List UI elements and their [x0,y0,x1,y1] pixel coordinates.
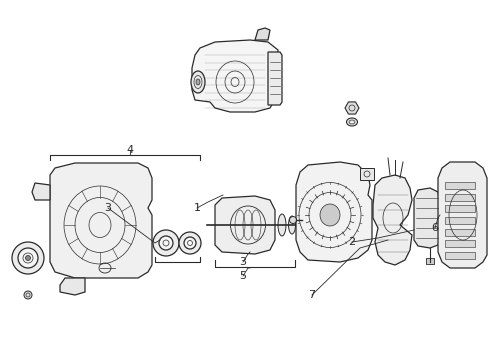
Bar [360,168,374,180]
Polygon shape [296,162,372,262]
Polygon shape [215,196,275,254]
Ellipse shape [25,256,30,261]
Bar [445,194,475,201]
Polygon shape [192,40,278,112]
Ellipse shape [191,71,205,93]
Text: 3: 3 [240,257,246,267]
Polygon shape [60,278,85,295]
Ellipse shape [153,230,179,256]
Ellipse shape [290,216,296,224]
Bar [445,217,475,224]
Ellipse shape [320,204,340,226]
Ellipse shape [184,237,196,249]
Ellipse shape [346,118,358,126]
Ellipse shape [18,248,38,268]
Text: 4: 4 [126,145,134,155]
Ellipse shape [278,214,286,236]
Ellipse shape [179,232,201,254]
Bar [445,252,475,259]
Text: 2: 2 [348,237,356,247]
Polygon shape [438,162,487,268]
Ellipse shape [289,216,295,234]
Polygon shape [414,188,440,248]
Ellipse shape [24,291,32,299]
Polygon shape [50,163,152,278]
Ellipse shape [159,236,173,250]
Text: 6: 6 [432,223,439,233]
Text: 3: 3 [104,203,112,213]
Text: 1: 1 [194,203,200,213]
Polygon shape [255,28,270,40]
Bar [445,229,475,236]
Ellipse shape [12,242,44,274]
Bar [445,182,475,189]
Polygon shape [32,183,50,200]
Bar [445,205,475,212]
Text: 7: 7 [308,290,316,300]
Polygon shape [373,175,412,265]
Bar [426,258,434,264]
Ellipse shape [196,79,200,85]
Bar [445,240,475,247]
Text: 5: 5 [240,271,246,281]
Polygon shape [268,52,282,105]
Polygon shape [345,102,359,114]
